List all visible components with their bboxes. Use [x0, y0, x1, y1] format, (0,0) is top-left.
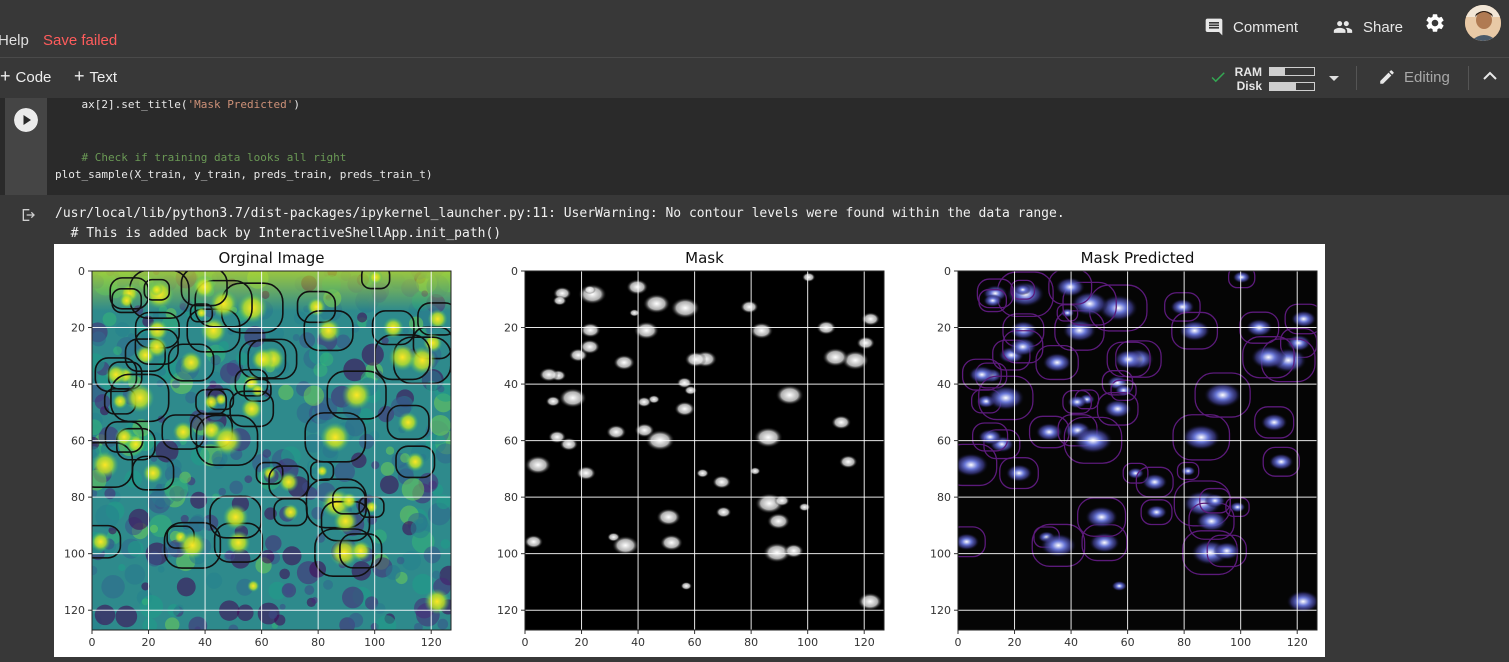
code-text: ): [293, 98, 301, 111]
comment-button[interactable]: Comment: [1204, 12, 1298, 42]
x-tick-label: 40: [198, 636, 212, 649]
disk-usage-bar: [1269, 82, 1315, 91]
resource-labels[interactable]: RAM Disk: [1232, 65, 1262, 93]
y-tick-label: 80: [504, 491, 518, 504]
editing-mode-button[interactable]: Editing: [1378, 68, 1450, 86]
chart-title: Mask Predicted: [1081, 249, 1195, 267]
image-area: [525, 271, 884, 630]
x-tick-label: 0: [955, 636, 962, 649]
editing-label: Editing: [1404, 68, 1450, 86]
y-tick-label: 60: [504, 435, 518, 448]
add-code-button[interactable]: + Code: [0, 66, 52, 87]
warning-text: # This is added back by InteractiveShell…: [55, 226, 502, 241]
y-tick-label: 20: [504, 322, 518, 335]
x-tick-label: 40: [631, 636, 645, 649]
y-tick-label: 0: [78, 265, 85, 278]
y-tick-label: 100: [930, 548, 951, 561]
add-code-label: Code: [15, 69, 52, 86]
code-comment[interactable]: # Check if training data looks all right: [55, 151, 347, 164]
y-tick-label: 40: [937, 378, 951, 391]
play-icon[interactable]: [14, 108, 38, 132]
people-icon: [1333, 21, 1353, 33]
ram-label: RAM: [1234, 65, 1262, 79]
x-tick-label: 80: [744, 636, 758, 649]
code-string: 'Mask Predicted': [187, 98, 294, 111]
image-area: [958, 271, 1317, 630]
add-text-label: Text: [89, 69, 118, 86]
ram-usage-bar: [1269, 67, 1315, 76]
y-tick-label: 60: [937, 435, 951, 448]
add-text-button[interactable]: + Text: [74, 66, 118, 87]
gear-icon[interactable]: [1424, 12, 1446, 34]
disk-label: Disk: [1236, 79, 1262, 93]
x-tick-label: 20: [1008, 636, 1022, 649]
matplotlib-figure: 0 20 40 60 80 100 120 0 20 40 60 80 100 120 Orginal Im…: [54, 244, 1325, 657]
save-status[interactable]: Save failed: [43, 32, 118, 49]
y-tick-label: 100: [64, 548, 85, 561]
x-tick-label: 120: [854, 636, 875, 649]
y-tick-label: 40: [504, 378, 518, 391]
y-tick-label: 120: [64, 604, 85, 617]
x-tick-label: 120: [1287, 636, 1308, 649]
x-tick-label: 20: [575, 636, 589, 649]
y-tick-label: 80: [937, 491, 951, 504]
x-tick-label: 60: [1121, 636, 1135, 649]
chart-title: Mask: [685, 249, 724, 267]
warning-text: /usr/local/lib/python3.7/dist-packages/i…: [55, 206, 1065, 221]
x-tick-label: 100: [797, 636, 818, 649]
x-tick-label: 120: [421, 636, 442, 649]
caret-down-icon[interactable]: [1328, 75, 1340, 83]
x-tick-label: 80: [1177, 636, 1191, 649]
avatar-icon: [1465, 5, 1501, 41]
divider: [1468, 66, 1469, 90]
code-text: ax[2].set_title(: [55, 98, 188, 111]
code-line[interactable]: plot_sample(X_train, y_train, preds_trai…: [55, 168, 433, 181]
axes-frame: [524, 270, 885, 631]
plus-icon: +: [0, 66, 11, 86]
image-area: [92, 271, 451, 630]
connected-check-icon: [1211, 72, 1225, 83]
notebook-toolbar: + Code + Text RAM Disk Editing: [0, 57, 1509, 99]
x-tick-label: 80: [311, 636, 325, 649]
x-tick-label: 0: [522, 636, 529, 649]
axes-frame: [957, 270, 1318, 631]
y-tick-label: 100: [497, 548, 518, 561]
x-tick-label: 0: [89, 636, 96, 649]
user-avatar[interactable]: [1465, 5, 1501, 41]
chart-panel-2: 0 20 40 60 80 100 120 0 20 40 60 80 100 120 Mask Predi…: [930, 249, 1318, 649]
y-tick-label: 20: [71, 322, 85, 335]
x-tick-label: 60: [688, 636, 702, 649]
chart-panel-1: 0 20 40 60 80 100 120 0 20 40 60 80 100 120 Mask: [497, 249, 885, 649]
output-icon[interactable]: [20, 207, 36, 223]
chart-title: Orginal Image: [218, 249, 324, 267]
figure-canvas: 0 20 40 60 80 100 120 0 20 40 60 80 100 120 Orginal Im…: [64, 249, 1318, 649]
x-tick-label: 40: [1064, 636, 1078, 649]
y-tick-label: 80: [71, 491, 85, 504]
menu-help[interactable]: Help: [0, 32, 29, 49]
comment-icon: [1205, 18, 1223, 36]
x-tick-label: 20: [142, 636, 156, 649]
divider: [1356, 66, 1357, 90]
y-tick-label: 0: [944, 265, 951, 278]
x-tick-label: 60: [255, 636, 269, 649]
y-tick-label: 120: [497, 604, 518, 617]
y-tick-label: 120: [930, 604, 951, 617]
y-tick-label: 60: [71, 435, 85, 448]
x-tick-label: 100: [1230, 636, 1251, 649]
axes-frame: [91, 270, 452, 631]
chevron-up-icon[interactable]: [1483, 71, 1497, 81]
share-label: Share: [1363, 18, 1404, 36]
plus-icon: +: [74, 66, 85, 86]
share-button[interactable]: Share: [1332, 12, 1403, 42]
chart-panel-0: 0 20 40 60 80 100 120 0 20 40 60 80 100 120 Orginal Im…: [64, 249, 452, 649]
y-tick-label: 20: [937, 322, 951, 335]
comment-label: Comment: [1233, 18, 1299, 36]
code-line[interactable]: ax[2].set_title('Mask Predicted'): [55, 98, 300, 111]
top-bar: Help Save failed Comment Share: [0, 0, 1509, 56]
y-tick-label: 0: [511, 265, 518, 278]
x-tick-label: 100: [364, 636, 385, 649]
y-tick-label: 40: [71, 378, 85, 391]
code-cell[interactable]: ax[2].set_title('Mask Predicted') # Chec…: [0, 98, 1509, 195]
pencil-icon: [1380, 70, 1394, 84]
